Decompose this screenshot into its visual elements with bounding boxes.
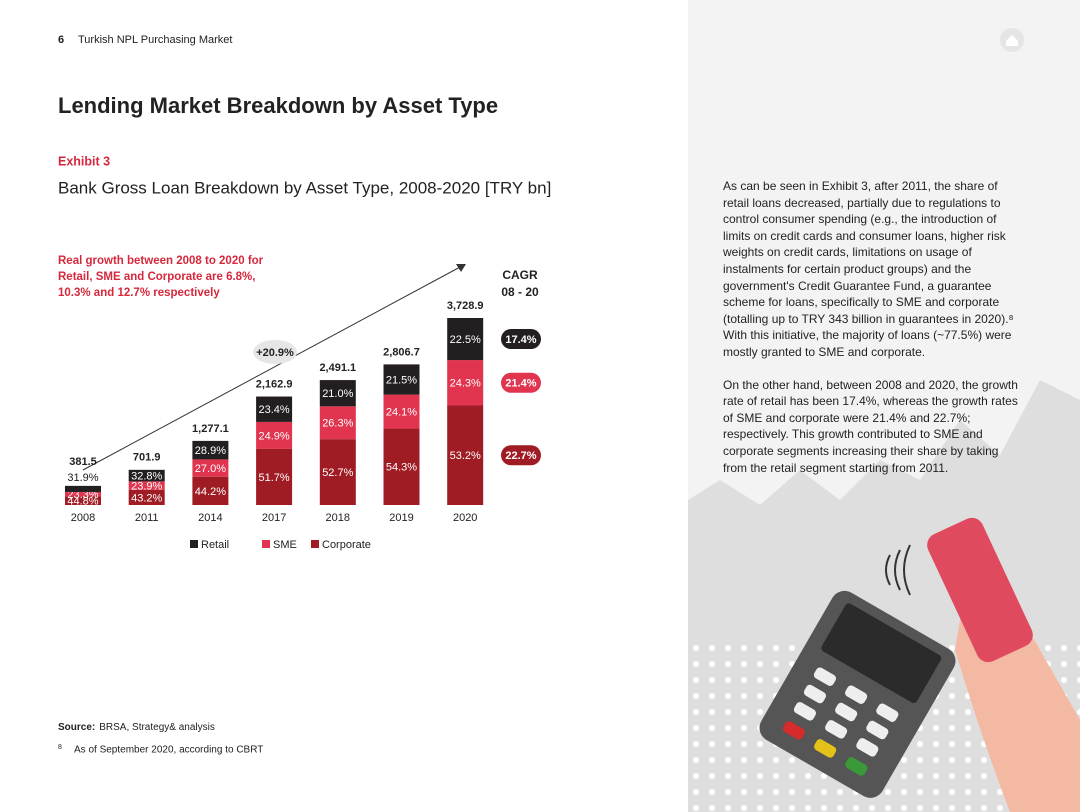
bar-segment (447, 318, 484, 361)
running-header: Turkish NPL Purchasing Market (78, 34, 232, 46)
segment-label: 24.3% (450, 378, 481, 390)
legend-label: Corporate (322, 539, 371, 551)
segment-label: 23.3% (67, 489, 98, 501)
segment-label: 44.8% (67, 496, 98, 508)
segment-label: 28.9% (195, 445, 226, 457)
cagr-title: 08 - 20 (501, 285, 539, 299)
bar-segment (319, 406, 356, 440)
legend-swatch (190, 540, 198, 548)
bar-segment (192, 440, 229, 460)
total-label: 701.9 (133, 452, 161, 464)
bar-segment (383, 394, 420, 429)
bar-segment (192, 459, 229, 477)
segment-label: 24.1% (386, 407, 417, 419)
cagr-label: 22.7% (505, 450, 536, 462)
total-label: 2,806.7 (383, 346, 420, 358)
cagr-badge (501, 445, 541, 466)
x-tick-label: 2014 (198, 512, 222, 524)
x-tick-label: 2020 (453, 512, 477, 524)
source-label: Source: (58, 722, 95, 733)
total-label: 381.5 (69, 456, 97, 468)
segment-label: 52.7% (322, 467, 353, 479)
bar-segment (447, 360, 484, 406)
segment-label: 26.3% (322, 418, 353, 430)
source: Source: BRSA, Strategy& analysis (58, 722, 215, 733)
cagr-label: 17.4% (505, 334, 536, 346)
segment-label: 54.3% (386, 462, 417, 474)
legend-label: Retail (201, 539, 229, 551)
exhibit-label: Exhibit 3 (58, 154, 110, 168)
footnote-text: As of September 2020, according to CBRT (74, 745, 263, 756)
chart-title: Bank Gross Loan Breakdown by Asset Type,… (58, 178, 551, 197)
nfc-waves (885, 544, 911, 596)
segment-label: 23.9% (131, 480, 162, 492)
segment-label: 21.0% (322, 388, 353, 400)
total-label: 2,162.9 (256, 378, 293, 390)
segment-label: 32.8% (131, 471, 162, 483)
bar-segment (256, 396, 293, 422)
segment-label: 21.5% (386, 374, 417, 386)
bar-segment (128, 481, 165, 490)
annotation: Retail, SME and Corporate are 6.8%, (58, 271, 255, 283)
legend-swatch (262, 540, 270, 548)
payment-terminal (759, 590, 956, 798)
body-text: As can be seen in Exhibit 3, after 2011,… (723, 178, 1023, 492)
bar-segment (319, 439, 356, 505)
bar-segment (192, 476, 229, 505)
paragraph: As can be seen in Exhibit 3, after 2011,… (723, 179, 1014, 359)
segment-label: 31.9% (67, 472, 98, 484)
legend-label: SME (273, 539, 297, 551)
growth-arrow (82, 265, 463, 471)
page-number: 6 (58, 34, 64, 46)
cagr-label: 21.4% (505, 378, 536, 390)
cagr-title: CAGR (502, 268, 538, 282)
segment-label: 22.5% (450, 334, 481, 346)
bar-segment (383, 428, 420, 505)
annotation: Real growth between 2008 to 2020 for (58, 255, 264, 267)
home-glyph (1006, 35, 1018, 46)
page-title: Lending Market Breakdown by Asset Type (58, 93, 498, 118)
cagr-badge (501, 329, 541, 350)
segment-label: 43.2% (131, 492, 162, 504)
segment-label: 51.7% (258, 472, 289, 484)
growth-label: +20.9% (256, 347, 294, 359)
source-text: BRSA, Strategy& analysis (99, 722, 215, 733)
footnote-number: 8 (58, 744, 62, 751)
bar-segment (128, 489, 165, 505)
total-label: 1,277.1 (192, 423, 229, 435)
bar-segment (65, 485, 101, 492)
arrow-head (456, 264, 466, 272)
bar-segment (447, 405, 484, 505)
cagr-badge (501, 372, 541, 393)
segment-label: 27.0% (195, 463, 226, 475)
total-label: 3,728.9 (447, 300, 484, 312)
segment-label: 53.2% (450, 450, 481, 462)
x-tick-label: 2017 (262, 512, 286, 524)
x-tick-label: 2018 (326, 512, 350, 524)
segment-label: 44.2% (195, 486, 226, 498)
segment-label: 23.4% (258, 404, 289, 416)
x-tick-label: 2008 (71, 512, 95, 524)
bar-segment (383, 364, 420, 395)
paragraph: On the other hand, between 2008 and 2020… (723, 377, 1018, 475)
bar-segment (256, 421, 293, 449)
bar-segment (65, 496, 101, 505)
legend-swatch (311, 540, 319, 548)
annotation: 10.3% and 12.7% respectively (58, 287, 220, 299)
x-tick-label: 2019 (389, 512, 413, 524)
bar-segment (128, 469, 165, 482)
bar-segment (256, 448, 293, 505)
x-tick-label: 2011 (135, 512, 159, 524)
bar-segment (65, 491, 101, 497)
segment-label: 24.9% (258, 430, 289, 442)
phone (927, 517, 1033, 663)
total-label: 2,491.1 (319, 362, 356, 374)
growth-badge (253, 340, 297, 364)
bar-segment (319, 380, 356, 407)
